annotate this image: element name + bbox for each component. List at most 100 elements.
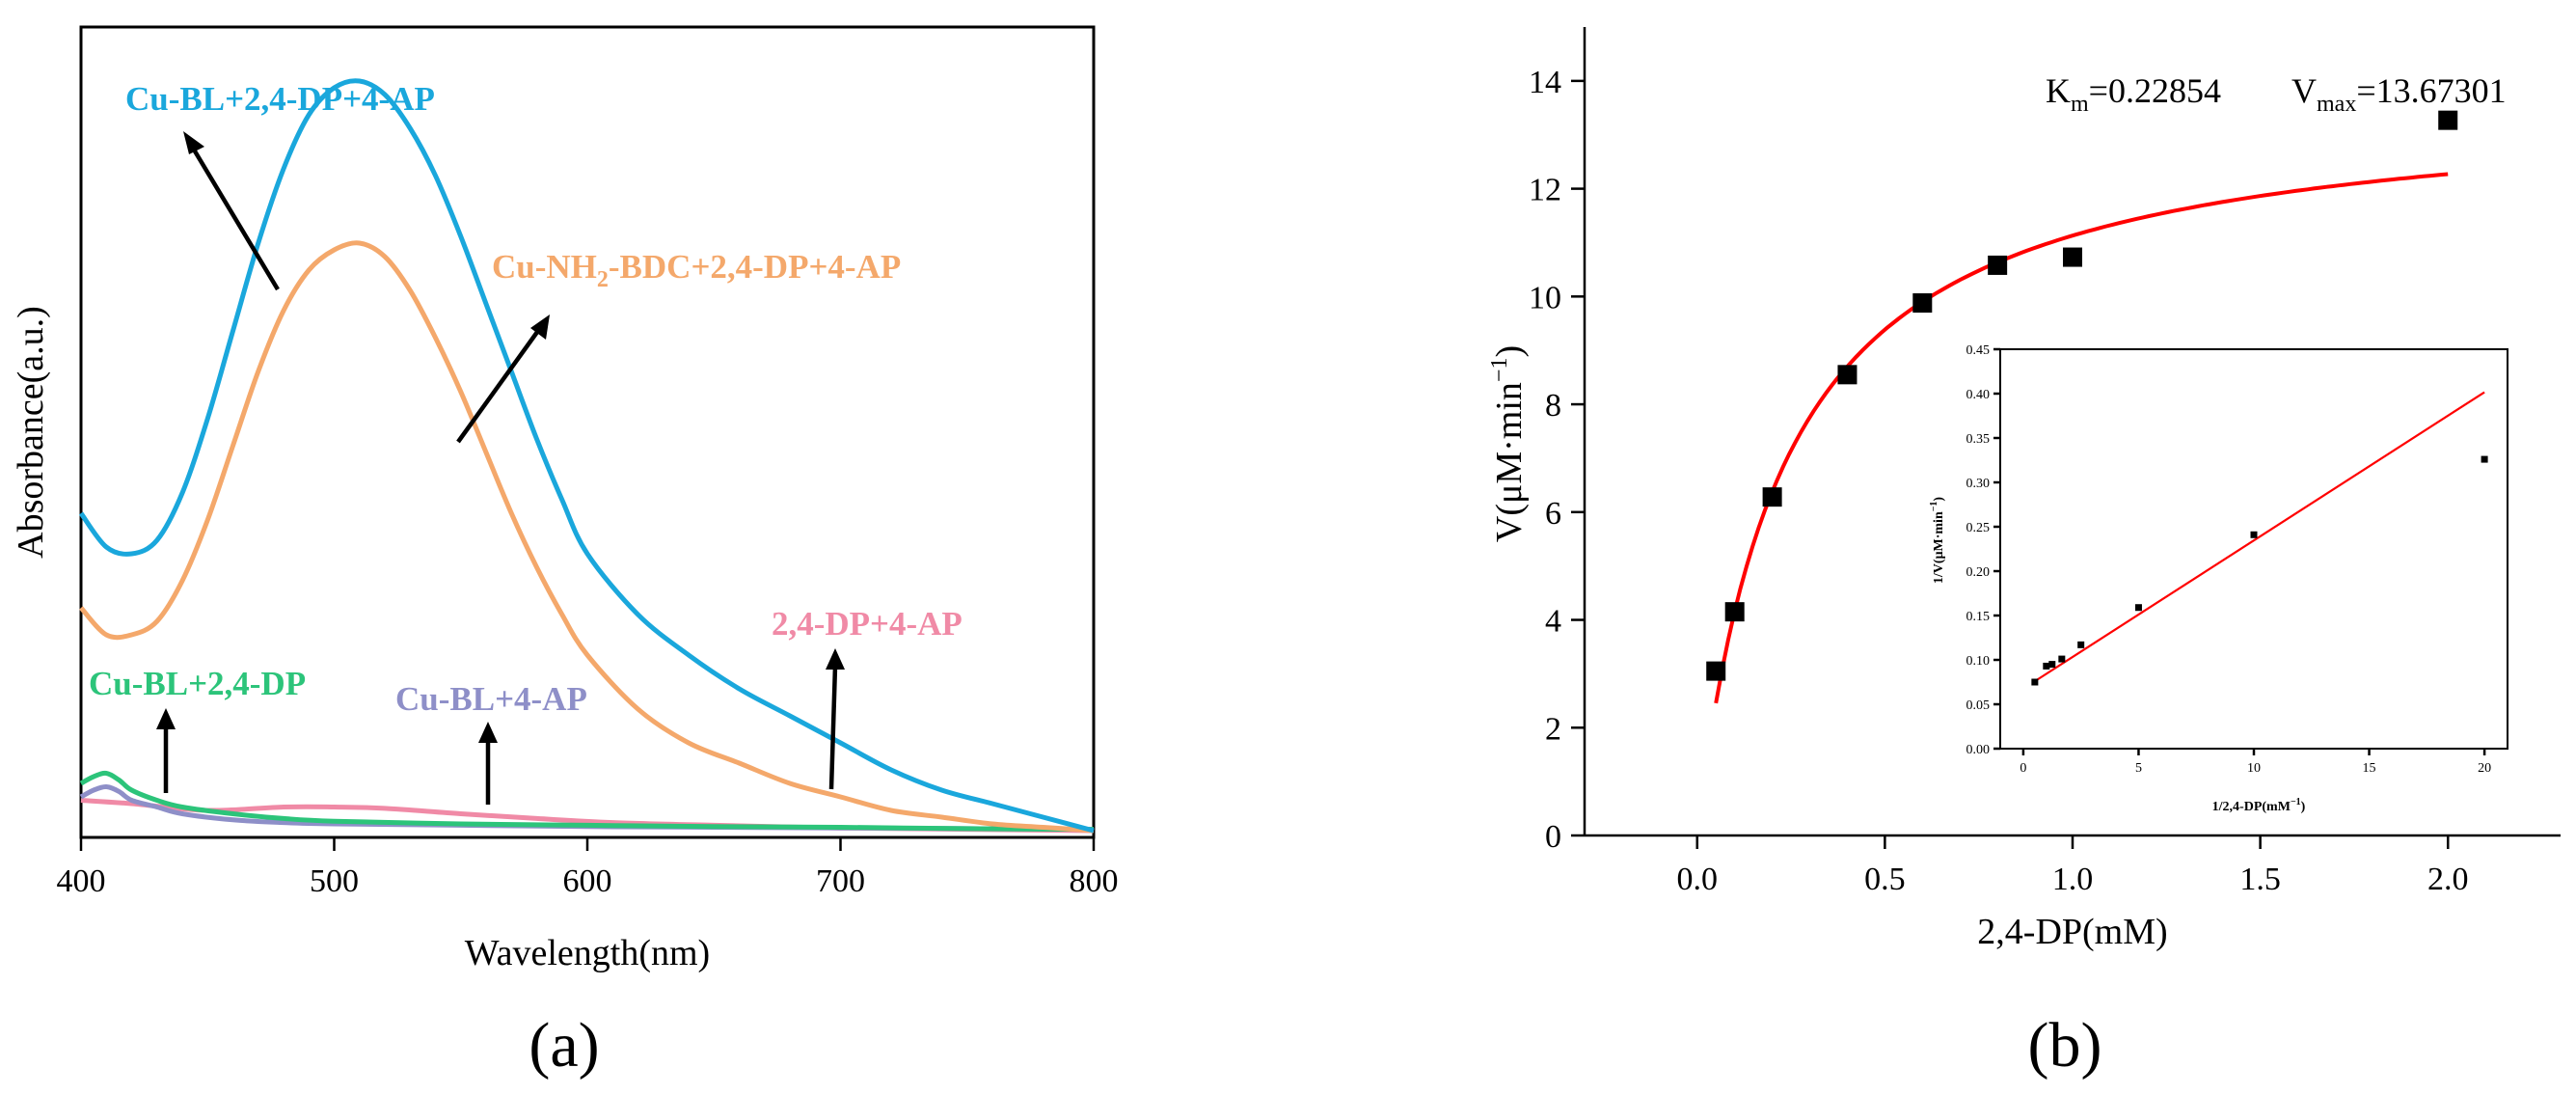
panel-b-y-tick-label-6: 6 (1545, 496, 1561, 532)
series-label-cu-nh2-bdc: Cu-NH2-BDC+2,4-DP+4-AP (492, 248, 901, 292)
inset-x-tick-label-15: 15 (2363, 761, 2376, 776)
km-label: K (2046, 71, 2071, 110)
inset-data-point-6 (2250, 531, 2258, 538)
inset-chart: 0.00 0.05 0.10 0.15 0.20 0.25 0.30 0.35 0.40 0.45… (1929, 343, 2508, 814)
panel-b-x-tick-label-0.5: 0.5 (1864, 862, 1906, 897)
vmax-annotation: Vmax=13.67301 (2291, 71, 2507, 117)
panel-b-y-tick-label-14: 14 (1529, 65, 1561, 100)
panel-b-label: (b) (2028, 1010, 2102, 1081)
panel-b-x-tick-label-2.0: 2.0 (2427, 862, 2469, 897)
inset-data-point-2 (2048, 661, 2056, 669)
km-subscript: m (2071, 92, 2089, 117)
series-label-2-4-dp-4-ap: 2,4-DP+4-AP (772, 605, 963, 643)
inset-axes: 0.00 0.05 0.10 0.15 0.20 0.25 0.30 0.35 0.40 0.45… (1966, 343, 2492, 776)
series-label-cu-nh2-bdc-prefix: Cu-NH (492, 248, 597, 286)
inset-y-tick-label-0.40: 0.40 (1966, 388, 1991, 402)
data-point-4 (1912, 293, 1933, 314)
panel-a-label: (a) (529, 1010, 599, 1081)
inset-x-tick-label-5: 5 (2135, 761, 2142, 776)
series-label-cu-bl-2-4-dp-4-ap: Cu-BL+2,4-DP+4-AP (125, 80, 435, 118)
inset-points (2031, 455, 2488, 686)
arrow-to-cu-nh2-bdc (456, 326, 542, 444)
panel-a-x-tick-label-500: 500 (310, 863, 359, 899)
inset-y-tick-label-0.45: 0.45 (1966, 343, 1991, 358)
inset-y-axis-label: 1/V(μM·min−1) (1929, 497, 1946, 585)
panel-b-y-tick-label-12: 12 (1529, 173, 1561, 208)
inset-data-point-0 (2031, 678, 2039, 686)
series-label-cu-bl-2-4-dp: Cu-BL+2,4-DP (89, 665, 306, 702)
panel-a-x-tick-label-700: 700 (816, 863, 865, 899)
series-label-cu-nh2-bdc-suffix: -BDC+2,4-DP+4-AP (609, 248, 901, 286)
panel-a-x-axis-label: Wavelength(nm) (465, 933, 710, 973)
inset-y-axis-label-text: 1/V(μM·min (1932, 511, 1946, 584)
km-value: =0.22854 (2089, 71, 2221, 110)
series-line-cu-bl-2-4-dp-4-ap (78, 78, 1095, 834)
panel-b-x-axis-label: 2,4-DP(mM) (1977, 912, 2167, 952)
data-point-3 (1837, 365, 1857, 385)
arrow-to-cu-bl-2-4-dp-4-ap (189, 143, 280, 291)
panel-b-points (1706, 110, 2458, 681)
vmax-label: V (2291, 71, 2317, 110)
lineweaver-burk-fit-line (2034, 391, 2485, 683)
panel-a-x-tick-label-800: 800 (1070, 863, 1119, 899)
panel-a-frame (79, 25, 1096, 839)
vmax-value: =13.67301 (2356, 71, 2506, 110)
arrow-to-2-4-dp-4-ap (828, 665, 838, 790)
inset-x-tick-label-10: 10 (2247, 761, 2261, 776)
inset-y-tick-label-0.35: 0.35 (1966, 432, 1991, 447)
panel-b-y-tick-label-2: 2 (1545, 711, 1561, 747)
series-line-cu-bl-2-4-dp (79, 770, 1095, 833)
inset-y-axis-label-close: ) (1932, 497, 1946, 502)
panel-b-y-tick-label-4: 4 (1545, 604, 1561, 640)
inset-y-tick-label-0.10: 0.10 (1966, 654, 1991, 669)
inset-x-axis-label: 1/2,4-DP(mM−1) (2212, 797, 2306, 814)
panel-a-x-tick-label-400: 400 (57, 863, 106, 899)
panel-a-y-axis-label: Absorbance(a.u.) (11, 306, 51, 559)
inset-y-tick-label-0.25: 0.25 (1966, 521, 1991, 535)
panel-b-y-tick-label-10: 10 (1529, 280, 1561, 315)
arrowhead-cu-nh2-bdc (530, 315, 550, 340)
vmax-subscript: max (2317, 92, 2356, 117)
series-label-cu-nh2-bdc-subscript: 2 (597, 267, 609, 292)
inset-x-tick-label-20: 20 (2478, 761, 2491, 776)
panel-b-x-tick-label-1.0: 1.0 (2052, 862, 2094, 897)
inset-fit-line (2034, 391, 2485, 683)
arrowhead-cu-bl-2-4-dp (156, 708, 176, 729)
panel-b-x-tick-label-0.0: 0.0 (1677, 862, 1719, 897)
data-point-2 (1762, 487, 1782, 507)
inset-y-tick-label-0.05: 0.05 (1966, 698, 1991, 713)
data-point-7 (2438, 110, 2458, 130)
panel-b-y-axis-label-close: ) (1489, 345, 1530, 358)
data-point-1 (1724, 602, 1745, 622)
inset-data-point-3 (2058, 655, 2066, 663)
panel-b-axes: 0 2 4 6 8 10 12 14 0.0 0.5 1.0 1.5 2.0 (1529, 27, 2561, 897)
panel-b-x-tick-label-1.5: 1.5 (2239, 862, 2281, 897)
panel-a: 400 500 600 700 800 Wavelength(nm) Absorbanc… (11, 25, 1119, 1081)
inset-y-tick-label-0.30: 0.30 (1966, 477, 1991, 491)
inset-data-point-4 (2077, 641, 2085, 648)
arrowhead-2-4-dp-4-ap (826, 648, 845, 670)
panel-a-x-axis: 400 500 600 700 800 (57, 837, 1119, 899)
inset-x-axis-label-close: ) (2301, 800, 2306, 814)
inset-data-point-5 (2134, 604, 2142, 612)
panel-a-curves (78, 78, 1095, 834)
data-point-5 (1988, 255, 2008, 275)
series-line-cu-nh2-bdc-2-4-dp-4-ap (79, 240, 1095, 834)
km-annotation: Km=0.22854 (2046, 71, 2221, 117)
panel-b-y-tick-label-0: 0 (1545, 819, 1561, 855)
panel-b-y-axis-label-text: V(μM·min (1489, 382, 1530, 542)
inset-data-point-7 (2481, 455, 2488, 463)
inset-y-tick-label-0.20: 0.20 (1966, 565, 1991, 580)
data-point-6 (2063, 247, 2082, 267)
series-label-cu-bl-4-ap: Cu-BL+4-AP (395, 680, 587, 718)
inset-y-axis-label-exponent: −1 (1929, 502, 1939, 512)
panel-b-y-axis-label: V(μM·min−1) (1487, 345, 1530, 542)
inset-frame (1999, 348, 2508, 750)
inset-x-axis-label-text: 1/2,4-DP(mM (2212, 800, 2291, 814)
inset-y-tick-label-0.00: 0.00 (1966, 743, 1991, 757)
panel-a-x-tick-label-600: 600 (563, 863, 612, 899)
inset-y-tick-label-0.15: 0.15 (1966, 610, 1991, 624)
inset-x-axis-label-exponent: −1 (2291, 797, 2301, 808)
